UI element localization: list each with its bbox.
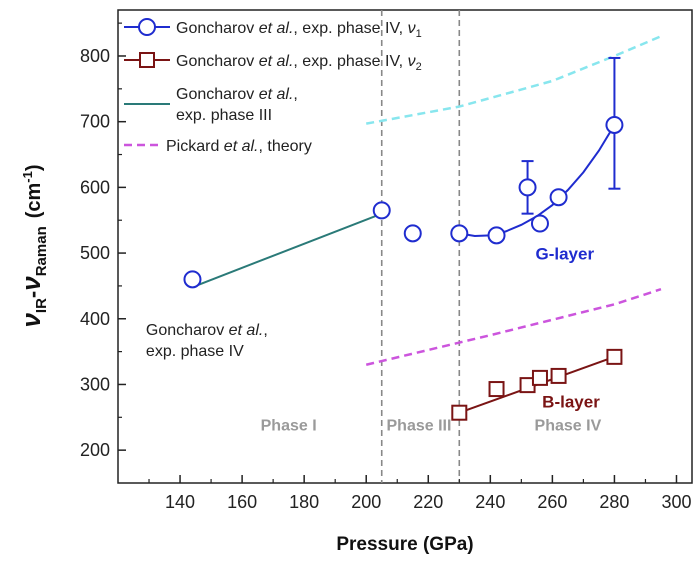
legend-entry-nu1: Goncharov et al., exp. phase IV, ν1 <box>124 18 422 40</box>
theory-line <box>365 35 662 125</box>
phase-boundaries <box>380 10 461 483</box>
phase-label: Phase I <box>261 417 317 434</box>
y-tick-label: 700 <box>80 112 110 132</box>
nu1-data-point <box>450 224 469 243</box>
y-axis-title: νIR-νRaman(cm-1) <box>16 164 50 327</box>
axis-ticks: 140 160 180 200 220 240 260 280 300 200 300 400 500 6… <box>80 22 692 512</box>
svg-text:Pickard et al., theory: Pickard et al., theory <box>166 138 312 155</box>
x-tick-label: 260 <box>537 492 567 512</box>
layer-annotation: B-layer <box>542 392 600 411</box>
legend-entry-pickard: Pickard et al., theory <box>124 138 312 155</box>
nu1-data-point <box>183 270 202 289</box>
y-tick-label: 300 <box>80 374 110 394</box>
phase-iv-note-line2: exp. phase IV <box>146 343 244 360</box>
layer-annotations: G-layer B-layer <box>535 245 600 412</box>
data-markers <box>183 115 624 421</box>
y-tick-label: 500 <box>80 243 110 263</box>
svg-text:Goncharov et al., exp. phase I: Goncharov et al., exp. phase IV, ν1 <box>176 20 422 40</box>
nu1-data-point <box>372 201 391 220</box>
legend: Goncharov et al., exp. phase IV, ν1 Gonc… <box>124 18 422 155</box>
svg-text:Goncharov et al., exp. phase I: Goncharov et al., exp. phase IV, ν2 <box>176 53 422 73</box>
x-axis-title: Pressure (GPa) <box>336 534 473 555</box>
x-tick-label: 200 <box>351 492 381 512</box>
x-tick-label: 140 <box>165 492 195 512</box>
nu2-data-point <box>488 381 505 398</box>
nu1-data-point <box>605 115 624 134</box>
x-tick-label: 300 <box>661 492 691 512</box>
svg-text:Goncharov et al.,: Goncharov et al., <box>176 86 298 103</box>
phase-label: Phase III <box>387 417 452 434</box>
legend-entry-phase-iii: Goncharov et al., exp. phase III <box>124 86 298 124</box>
x-tick-label: 280 <box>599 492 629 512</box>
nu1-data-point <box>518 178 537 197</box>
nu1-data-point <box>403 224 422 243</box>
nu2-data-point <box>550 367 567 384</box>
theory-line <box>365 288 662 366</box>
y-tick-label: 400 <box>80 309 110 329</box>
x-tick-label: 220 <box>413 492 443 512</box>
plot-frame <box>117 9 693 484</box>
x-tick-label: 240 <box>475 492 505 512</box>
x-tick-label: 160 <box>227 492 257 512</box>
error-bars <box>521 56 621 215</box>
nu1-data-point <box>530 214 549 233</box>
y-tick-label: 200 <box>80 440 110 460</box>
layer-annotation: G-layer <box>535 245 594 264</box>
x-tick-label: 180 <box>289 492 319 512</box>
nu2-data-point <box>451 404 468 421</box>
phase-label: Phase IV <box>535 417 602 434</box>
nu1-data-point <box>487 226 506 245</box>
nu2-data-point <box>606 348 623 365</box>
phase-iv-note: Goncharov et al., <box>146 322 268 339</box>
phase-labels: Phase I Phase III Phase IV <box>261 417 602 434</box>
nu1-data-point <box>549 188 568 207</box>
y-tick-label: 800 <box>80 46 110 66</box>
y-tick-label: 600 <box>80 177 110 197</box>
legend-entry-nu2: Goncharov et al., exp. phase IV, ν2 <box>124 52 422 73</box>
phase-iii-line <box>195 212 383 287</box>
nu2-data-point <box>531 369 548 386</box>
svg-text:exp. phase III: exp. phase III <box>176 107 272 124</box>
